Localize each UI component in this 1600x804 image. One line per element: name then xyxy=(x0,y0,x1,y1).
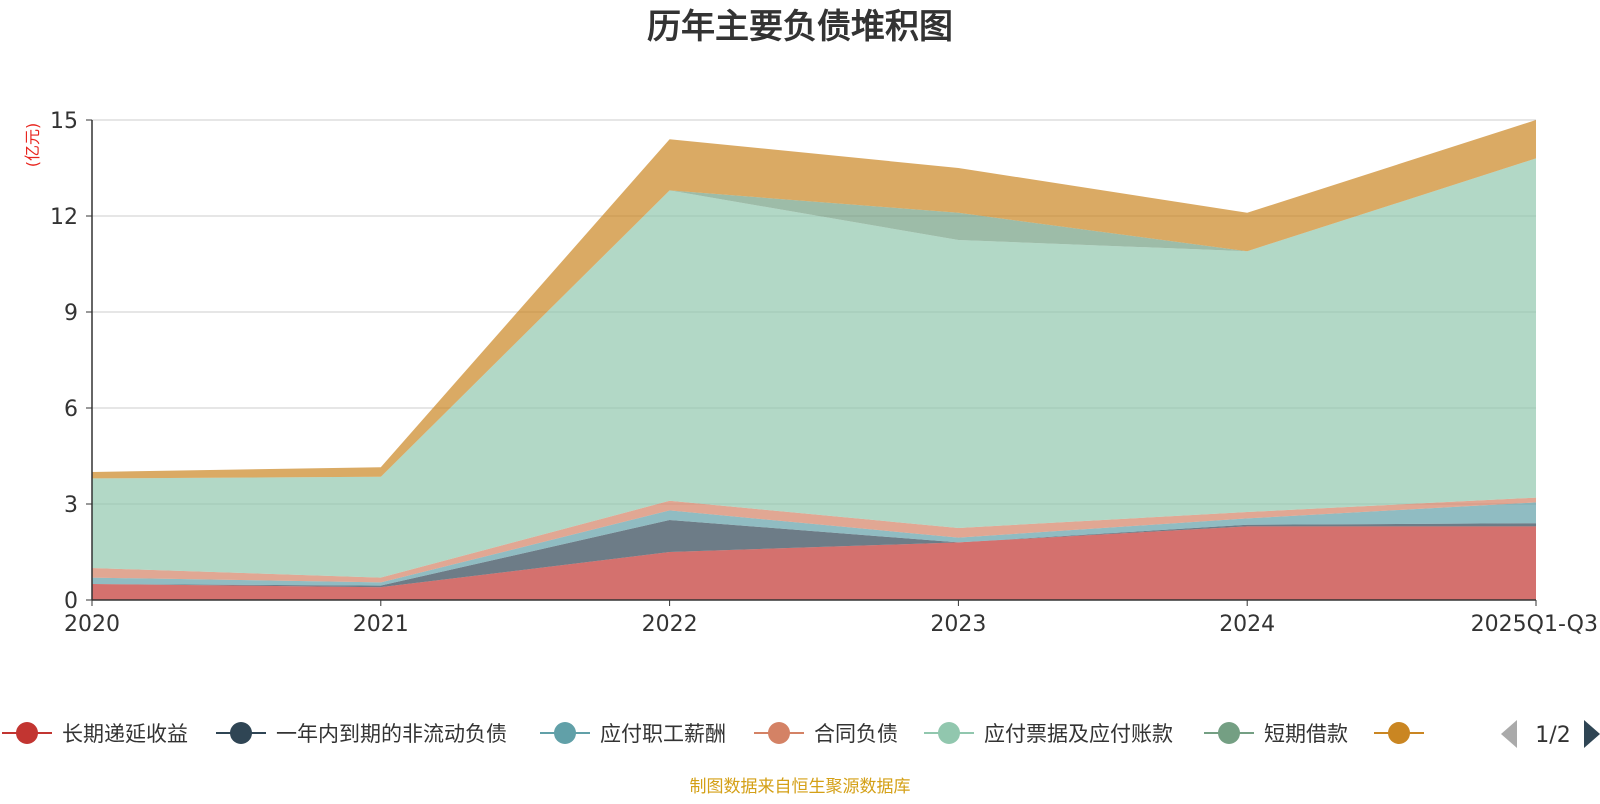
y-tick-label: 15 xyxy=(50,109,78,134)
legend-item[interactable] xyxy=(1374,722,1424,744)
y-tick-label: 3 xyxy=(64,493,78,518)
legend-prev-page-icon[interactable] xyxy=(1501,720,1517,748)
y-axis-unit-label: (亿元) xyxy=(23,123,42,168)
legend-label: 应付职工薪酬 xyxy=(600,722,726,746)
legend-item[interactable]: 长期递延收益 xyxy=(2,722,188,746)
x-tick-label: 2022 xyxy=(642,612,698,637)
area-series-1 xyxy=(92,520,1536,588)
legend-marker xyxy=(1218,722,1240,744)
axis-layer: 0 3 6 9 12 15 2020 2021 2022 2023 2024 2025Q1-Q3 xyxy=(50,109,1598,637)
legend-marker xyxy=(16,722,38,744)
y-tick-label: 9 xyxy=(64,301,78,326)
legend-label: 一年内到期的非流动负债 xyxy=(276,722,507,746)
x-tick-label: 2025Q1-Q3 xyxy=(1471,612,1598,637)
x-tick-label: 2024 xyxy=(1219,612,1275,637)
legend-label: 合同负债 xyxy=(814,722,898,746)
chart-title: 历年主要负债堆积图 xyxy=(647,7,953,47)
legend-item[interactable]: 一年内到期的非流动负债 xyxy=(216,722,507,746)
y-tick-label: 6 xyxy=(64,397,78,422)
legend-page-indicator: 1/2 xyxy=(1535,723,1570,748)
area-series-6 xyxy=(92,120,1536,479)
legend-item[interactable]: 应付职工薪酬 xyxy=(540,722,726,746)
x-tick-label: 2023 xyxy=(930,612,986,637)
legend: 长期递延收益 一年内到期的非流动负债 应付职工薪酬 合同负债 应付票据及应付账款 短期借款… xyxy=(2,720,1600,748)
legend-item[interactable]: 短期借款 xyxy=(1204,722,1348,746)
x-tick-label: 2021 xyxy=(353,612,409,637)
legend-marker xyxy=(938,722,960,744)
legend-label: 长期递延收益 xyxy=(62,722,188,746)
area-series-4 xyxy=(92,158,1536,578)
legend-marker xyxy=(768,722,790,744)
legend-marker xyxy=(1388,722,1410,744)
area-series-3 xyxy=(92,497,1536,583)
legend-label: 短期借款 xyxy=(1264,722,1348,746)
area-series-2 xyxy=(92,502,1536,586)
y-tick-label: 12 xyxy=(50,205,78,230)
source-note: 制图数据来自恒生聚源数据库 xyxy=(690,777,911,797)
legend-item[interactable]: 应付票据及应付账款 xyxy=(924,722,1173,746)
x-tick-label: 2020 xyxy=(64,612,120,637)
legend-marker xyxy=(554,722,576,744)
legend-item[interactable]: 合同负债 xyxy=(754,722,898,746)
legend-marker xyxy=(230,722,252,744)
legend-next-page-icon[interactable] xyxy=(1584,720,1600,748)
area-series-0 xyxy=(92,526,1536,600)
legend-label: 应付票据及应付账款 xyxy=(984,722,1173,746)
area-layer xyxy=(92,120,1536,600)
y-tick-label: 0 xyxy=(64,589,78,614)
